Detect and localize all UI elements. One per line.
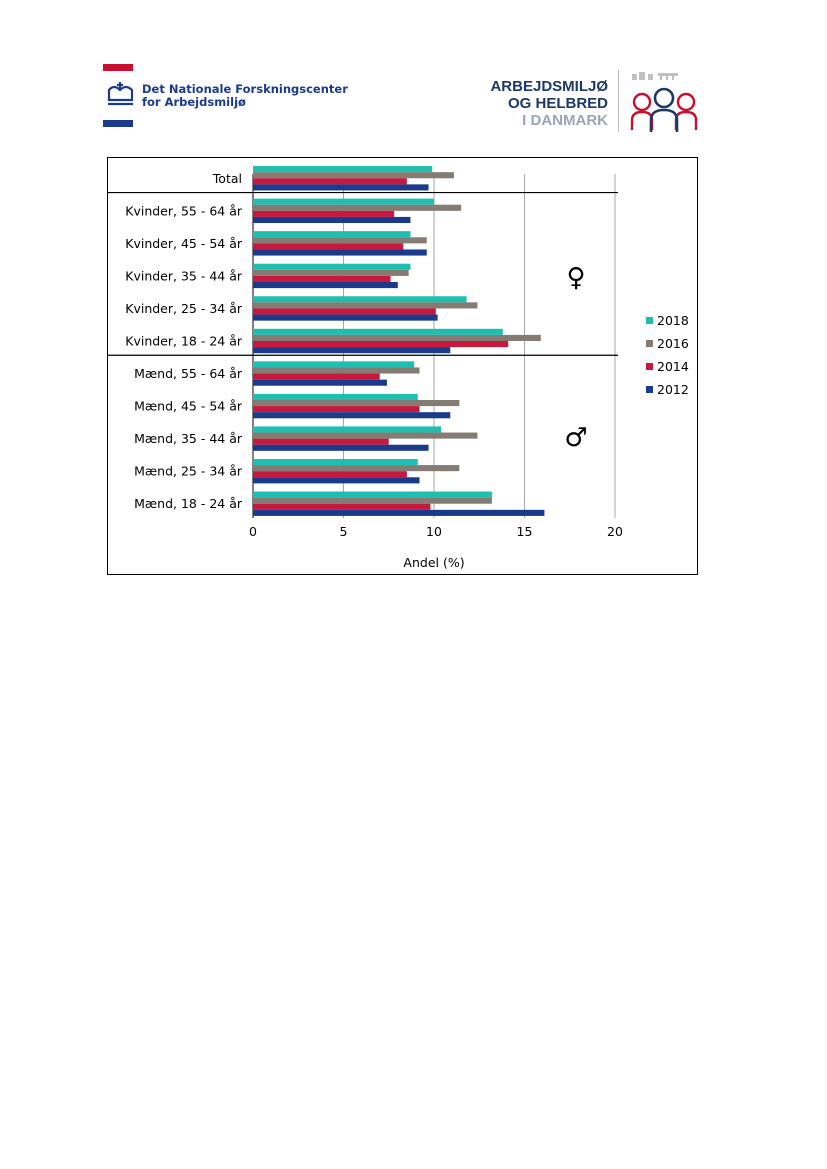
brand-line1: ARBEJDSMILJØ (490, 78, 608, 95)
brand-line3: I DANMARK (522, 112, 608, 129)
legend-swatch-2012 (646, 386, 653, 393)
bar-2012-3 (253, 282, 398, 289)
bar-2018-4 (253, 296, 467, 303)
category-label: Total (212, 171, 242, 186)
bar-chart: Total Kvinder, 55 - 64 år Kvinder, 45 - 54… (108, 166, 689, 570)
bar-2016-7 (253, 399, 460, 407)
bar-2018-1 (253, 198, 434, 205)
category-label: Mænd, 25 - 34 år (134, 464, 243, 479)
bar-2014-5 (253, 341, 509, 348)
bar-2016-1 (253, 204, 462, 211)
bar-2014-6 (253, 373, 380, 380)
x-tick-label: 10 (426, 524, 442, 539)
crown-icon (107, 82, 134, 106)
flag-blue-bar (103, 120, 133, 127)
bar-2016-10 (253, 497, 492, 504)
bar-2012-10 (253, 509, 545, 516)
bar-2018-8 (253, 426, 442, 433)
bar-2016-2 (253, 237, 427, 244)
org-name-line1: Det Nationale Forskningscenter (142, 82, 348, 96)
category-label: Mænd, 45 - 54 år (134, 399, 243, 414)
bar-2018-0 (253, 166, 433, 173)
bar-2014-9 (253, 471, 407, 478)
category-label: Kvinder, 18 - 24 år (125, 334, 243, 349)
bar-2012-1 (253, 216, 411, 224)
people-icon (630, 72, 698, 132)
bar-2018-9 (253, 458, 418, 466)
bar-2012-2 (253, 249, 427, 256)
bar-2018-7 (253, 393, 418, 400)
legend-label-2018: 2018 (657, 313, 689, 328)
org-name-line2: for Arbejdsmiljø (142, 95, 246, 109)
legend-label-2014: 2014 (657, 359, 689, 374)
category-label: Kvinder, 25 - 34 år (125, 301, 243, 316)
x-axis-title: Andel (%) (403, 555, 464, 570)
chart-frame: Total Kvinder, 55 - 64 år Kvinder, 45 - 54… (107, 157, 698, 575)
bars-group (253, 166, 545, 516)
bar-2012-7 (253, 412, 451, 419)
legend-swatch-2016 (646, 340, 653, 347)
bar-2018-10 (253, 491, 492, 498)
amh-logo: ARBEJDSMILJØ OG HELBRED I DANMARK (490, 68, 710, 136)
x-tick-label: 0 (249, 524, 257, 539)
brand-line2: OG HELBRED (507, 95, 608, 112)
legend-swatch-2014 (646, 363, 653, 370)
category-label: Mænd, 35 - 44 år (134, 431, 243, 446)
bar-2016-6 (253, 367, 420, 374)
bar-2012-0 (253, 184, 429, 191)
bar-2014-2 (253, 243, 404, 250)
bar-2016-3 (253, 269, 409, 276)
bar-2016-0 (253, 172, 454, 179)
female-symbol: ♀ (566, 263, 585, 293)
bar-2012-5 (253, 347, 451, 354)
bar-2016-9 (253, 465, 460, 472)
legend-label-2012: 2012 (657, 382, 689, 397)
bar-2012-9 (253, 477, 420, 484)
bar-2014-7 (253, 406, 420, 413)
bar-2014-8 (253, 438, 389, 445)
brand-name: ARBEJDSMILJØ OG HELBRED I DANMARK (490, 78, 608, 129)
x-tick-label: 5 (340, 524, 348, 539)
category-label: Mænd, 18 - 24 år (134, 496, 243, 511)
bar-2014-4 (253, 308, 436, 315)
bar-2012-4 (253, 314, 438, 321)
bar-2014-0 (253, 178, 407, 185)
bar-2018-3 (253, 263, 411, 270)
category-label: Kvinder, 55 - 64 år (125, 203, 243, 218)
category-label: Kvinder, 35 - 44 år (125, 268, 243, 283)
flag-red-bar (103, 64, 133, 71)
category-label: Kvinder, 45 - 54 år (125, 236, 243, 251)
bar-2018-2 (253, 231, 411, 238)
male-symbol: ♂ (564, 423, 587, 453)
bar-2018-6 (253, 361, 415, 368)
category-label: Mænd, 55 - 64 år (134, 366, 243, 381)
org-name: Det Nationale Forskningscenter for Arbej… (142, 83, 348, 109)
bar-2014-10 (253, 503, 431, 510)
bar-2016-4 (253, 302, 478, 309)
bar-2014-1 (253, 210, 395, 217)
legend-swatch-2018 (646, 317, 653, 324)
dnfa-logo: Det Nationale Forskningscenter for Arbej… (103, 64, 348, 130)
legend: 2018 2016 2014 2012 (646, 313, 689, 397)
bar-2012-8 (253, 444, 429, 451)
bar-2014-3 (253, 275, 391, 283)
x-tick-label: 15 (517, 524, 533, 539)
x-tick-label: 20 (607, 524, 623, 539)
bar-2016-8 (253, 432, 478, 439)
bar-2018-5 (253, 328, 503, 335)
x-tick-labels: 0 5 10 15 20 (249, 524, 623, 539)
bar-2016-5 (253, 334, 541, 341)
category-labels: Total Kvinder, 55 - 64 år Kvinder, 45 - 54… (125, 171, 243, 511)
bar-2012-6 (253, 379, 387, 386)
brand-divider (618, 70, 619, 132)
legend-label-2016: 2016 (657, 336, 689, 351)
